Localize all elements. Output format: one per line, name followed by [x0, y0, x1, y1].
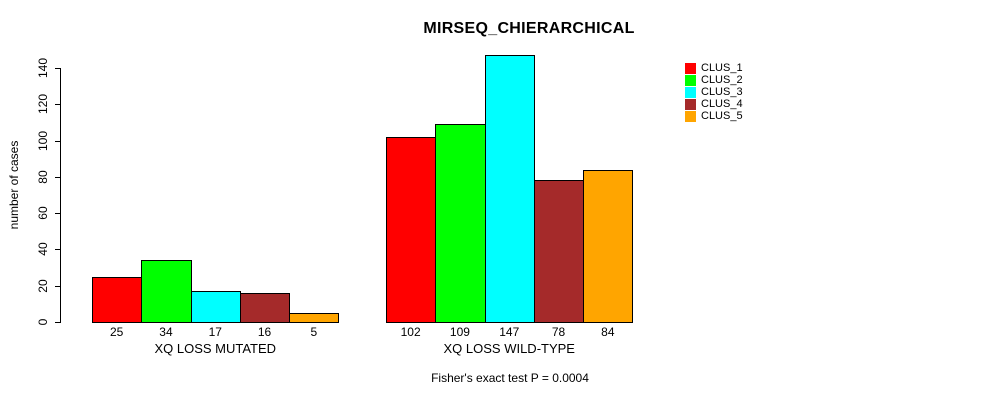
- y-axis-line: [60, 68, 61, 323]
- bar-clus_1: [92, 276, 143, 323]
- y-tick: [55, 176, 60, 178]
- bar-clus_2: [141, 260, 192, 323]
- y-tick-label: 80: [36, 170, 50, 184]
- bar-value-label: 78: [551, 325, 566, 339]
- bar-clus_2: [435, 124, 486, 323]
- bar-value-label: 5: [310, 325, 318, 339]
- legend-label: CLUS_2: [701, 73, 743, 86]
- legend-color-swatch: [685, 111, 696, 123]
- legend-color-swatch: [685, 74, 696, 86]
- y-tick: [55, 213, 60, 215]
- x-group-label: XQ LOSS WILD-TYPE: [443, 341, 575, 356]
- bar-value-label: 16: [257, 325, 272, 339]
- bar-value-label: 109: [449, 325, 470, 339]
- y-tick-label: 20: [36, 279, 50, 293]
- legend-item: CLUS_3: [685, 86, 743, 98]
- y-tick: [55, 285, 60, 287]
- y-tick-label: 0: [36, 318, 50, 326]
- y-tick-label: 100: [36, 130, 50, 151]
- legend-color-swatch: [685, 99, 696, 111]
- bar-clus_3: [484, 55, 535, 323]
- bar-clus_5: [583, 169, 634, 323]
- legend-item: CLUS_4: [685, 99, 743, 111]
- legend-label: CLUS_1: [701, 61, 743, 74]
- y-tick-label: 60: [36, 206, 50, 220]
- bar-value-label: 147: [499, 325, 520, 339]
- bar-clus_5: [289, 312, 340, 323]
- y-tick-label: 140: [36, 57, 50, 79]
- bar-value-label: 17: [208, 325, 222, 339]
- bar-clus_4: [533, 180, 585, 323]
- bar-value-label: 34: [159, 325, 173, 339]
- bar-clus_3: [190, 291, 241, 323]
- y-tick-label: 40: [36, 242, 50, 257]
- y-tick: [55, 68, 60, 69]
- chart-title: MIRSEQ_CHIERARCHICAL: [423, 20, 635, 37]
- bar-value-label: 84: [601, 325, 615, 339]
- legend-color-swatch: [685, 86, 696, 98]
- bar-value-label: 25: [109, 325, 124, 339]
- legend-color-swatch: [685, 62, 696, 74]
- y-axis-label: number of cases: [7, 140, 21, 230]
- bar-clus_4: [239, 292, 291, 323]
- legend-label: CLUS_4: [701, 98, 743, 111]
- legend-label: CLUS_3: [701, 85, 743, 98]
- caption-text: Fisher's exact test P = 0.0004: [431, 371, 589, 385]
- y-tick-label: 120: [36, 94, 50, 115]
- y-tick: [55, 104, 60, 106]
- legend-item: CLUS_5: [685, 111, 743, 123]
- bar-value-label: 102: [400, 325, 421, 339]
- y-tick: [55, 322, 60, 323]
- x-group-label: XQ LOSS MUTATED: [154, 341, 277, 356]
- bar-clus_1: [386, 136, 437, 323]
- legend-item: CLUS_1: [685, 62, 743, 74]
- legend-item: CLUS_2: [685, 74, 743, 86]
- legend: CLUS_1 CLUS_2 CLUS_3 CLUS_4 CLUS_5: [685, 62, 743, 123]
- y-tick: [55, 249, 60, 251]
- y-tick: [55, 140, 60, 142]
- legend-label: CLUS_5: [701, 110, 743, 123]
